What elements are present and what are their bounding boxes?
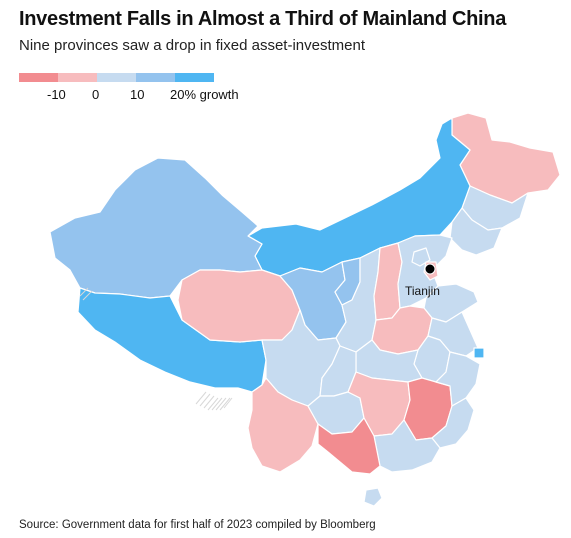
chart-title: Investment Falls in Almost a Third of Ma… xyxy=(19,8,507,30)
region-shanghai xyxy=(473,347,485,359)
chart-subtitle: Nine provinces saw a drop in fixed asset… xyxy=(19,37,365,54)
source-note: Source: Government data for first half o… xyxy=(19,519,376,531)
region-guangdong xyxy=(373,419,441,473)
region-fujian xyxy=(431,397,475,449)
legend-bin-mild-decline xyxy=(58,73,97,82)
region-zhejiang xyxy=(435,351,481,407)
hatched-disputed-area xyxy=(79,287,233,411)
legend-bin-strong-decline xyxy=(19,73,58,82)
region-guangxi xyxy=(317,417,381,475)
color-legend: -10 0 10 20% growth xyxy=(19,73,259,105)
region-yunnan xyxy=(247,377,319,473)
legend-bin-mid-growth xyxy=(136,73,175,82)
legend-label-minus10: -10 xyxy=(47,87,66,102)
legend-color-bar xyxy=(19,73,214,82)
legend-bin-low-growth xyxy=(97,73,136,82)
tianjin-label: Tianjin xyxy=(405,284,440,298)
region-beijing xyxy=(411,247,431,267)
tianjin-marker xyxy=(424,263,436,275)
legend-label-20-growth: 20% growth xyxy=(170,87,239,102)
legend-label-0: 0 xyxy=(92,87,100,102)
legend-label-10: 10 xyxy=(130,87,145,102)
region-liaoning xyxy=(449,207,503,256)
region-hainan xyxy=(363,487,383,507)
legend-bin-high-growth xyxy=(175,73,214,82)
